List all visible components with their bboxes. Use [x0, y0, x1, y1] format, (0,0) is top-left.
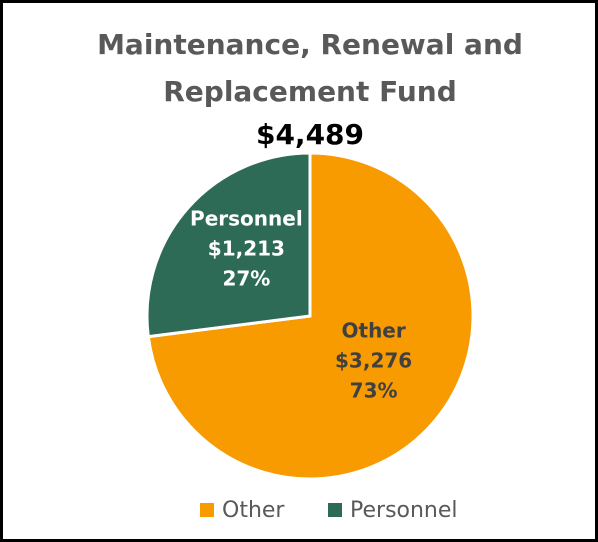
- chart-subtitle: $4,489: [256, 118, 364, 151]
- chart-title: Maintenance, Renewal and: [97, 28, 523, 61]
- slice-percent: 27%: [222, 266, 270, 290]
- slice-value: $3,276: [335, 349, 412, 373]
- legend-label: Other: [222, 498, 285, 523]
- legend-swatch: [200, 503, 214, 517]
- legend-swatch: [328, 503, 342, 517]
- pie-slice: [145, 151, 312, 339]
- slice-label: Other: [342, 319, 406, 343]
- chart-title: Replacement Fund: [163, 75, 457, 108]
- slice-percent: 73%: [350, 379, 398, 403]
- legend-label: Personnel: [350, 498, 458, 523]
- slice-value: $1,213: [208, 236, 285, 260]
- slice-label: Personnel: [190, 206, 303, 230]
